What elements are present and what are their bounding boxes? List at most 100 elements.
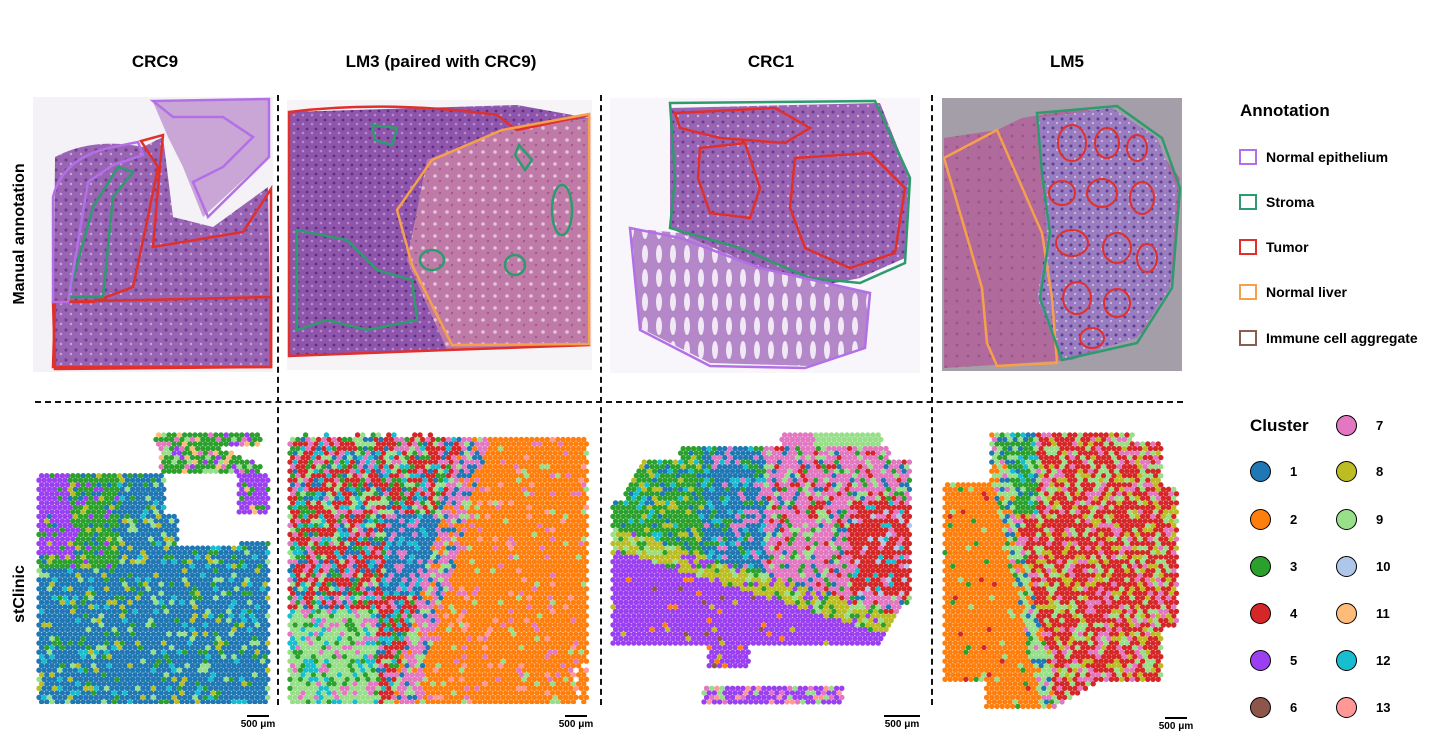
- spot: [189, 654, 196, 660]
- spot: [542, 649, 548, 655]
- spot: [430, 554, 436, 560]
- spot: [396, 577, 402, 583]
- spot: [153, 590, 159, 596]
- spot: [321, 572, 327, 578]
- spot: [365, 531, 371, 538]
- spot: [523, 608, 530, 615]
- spot: [370, 568, 376, 574]
- spot: [516, 540, 522, 547]
- spot: [357, 599, 363, 606]
- spot: [523, 454, 530, 461]
- spot: [93, 495, 99, 501]
- spot: [129, 568, 136, 574]
- spot: [347, 599, 353, 606]
- spot: [64, 545, 71, 551]
- spot: [207, 549, 214, 556]
- spot: [497, 581, 504, 587]
- spot: [409, 599, 415, 606]
- spot: [386, 513, 392, 520]
- spot: [109, 522, 115, 529]
- spot: [302, 477, 309, 483]
- spot: [114, 522, 120, 529]
- spot: [336, 626, 343, 633]
- spot: [341, 464, 348, 470]
- spot: [500, 441, 506, 447]
- spot: [432, 568, 439, 574]
- spot: [406, 586, 413, 592]
- spot: [93, 622, 99, 628]
- spot: [469, 522, 475, 529]
- spot: [181, 432, 188, 438]
- spot: [357, 644, 363, 651]
- spot: [510, 477, 517, 483]
- spot: [289, 464, 296, 470]
- spot: [241, 509, 248, 515]
- spot: [362, 554, 369, 560]
- spot: [313, 568, 319, 574]
- spot: [539, 509, 545, 515]
- spot: [124, 685, 131, 691]
- spot: [404, 545, 410, 551]
- spot: [257, 681, 263, 687]
- spot: [259, 622, 266, 628]
- spot: [547, 631, 553, 637]
- spot: [179, 635, 185, 642]
- spot: [148, 536, 154, 542]
- spot: [453, 486, 460, 492]
- spot: [412, 522, 418, 529]
- spot: [396, 568, 402, 574]
- spot: [202, 649, 209, 655]
- spot: [184, 436, 190, 443]
- spot: [347, 436, 353, 443]
- spot: [497, 644, 504, 651]
- spot: [310, 518, 317, 524]
- spot: [443, 595, 449, 601]
- spot: [484, 477, 491, 483]
- spot: [562, 522, 569, 529]
- spot: [547, 613, 553, 619]
- spot: [419, 572, 426, 578]
- spot: [135, 694, 141, 701]
- spot: [142, 536, 149, 542]
- spot: [401, 468, 408, 474]
- spot: [453, 450, 460, 456]
- spot: [38, 527, 45, 533]
- spot: [373, 608, 379, 615]
- spot: [135, 640, 141, 646]
- spot: [153, 436, 159, 443]
- spot: [292, 586, 298, 592]
- spot: [412, 577, 418, 583]
- spot: [292, 549, 298, 556]
- spot: [75, 536, 81, 542]
- spot: [482, 599, 488, 606]
- spot: [422, 604, 428, 610]
- spot: [265, 694, 271, 701]
- spot: [370, 486, 376, 492]
- spot: [443, 640, 449, 646]
- spot: [492, 454, 499, 461]
- spot: [474, 559, 480, 565]
- spot: [155, 549, 162, 556]
- spot: [262, 491, 268, 497]
- spot: [215, 563, 222, 569]
- spot: [236, 563, 242, 569]
- spot: [295, 590, 301, 596]
- spot: [425, 572, 431, 578]
- spot: [544, 635, 551, 642]
- spot: [135, 513, 141, 520]
- spot: [448, 441, 454, 447]
- spot: [466, 518, 473, 524]
- spot: [46, 667, 53, 673]
- spot: [555, 644, 561, 651]
- spot: [354, 468, 361, 474]
- spot: [150, 549, 157, 556]
- spot: [425, 554, 431, 560]
- spot: [422, 468, 428, 474]
- spot: [174, 672, 180, 678]
- spot: [573, 568, 579, 574]
- spot: [396, 495, 402, 501]
- spot: [453, 559, 460, 565]
- spot: [393, 436, 400, 443]
- spot: [176, 459, 183, 465]
- spot: [505, 468, 512, 474]
